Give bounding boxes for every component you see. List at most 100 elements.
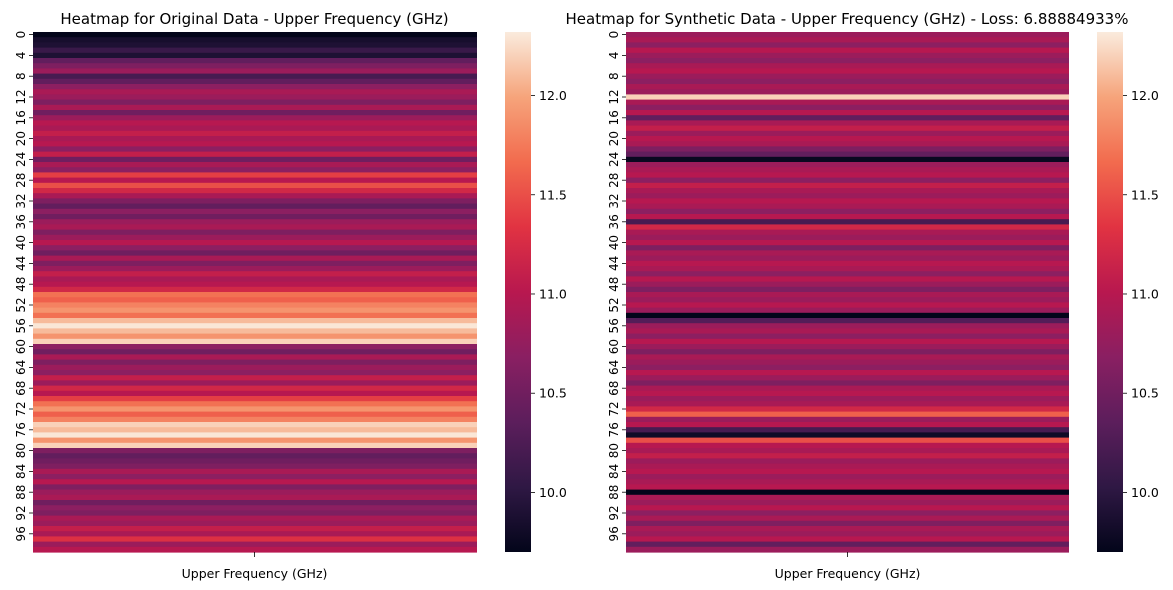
heatmap-cell-row-82 [33,458,477,465]
heatmap-cell-row-31 [33,193,477,199]
row-tick-label: 60 [607,339,621,354]
heatmap-cell-row-61 [33,349,477,355]
colorbar-tick-label: 11.0 [539,286,567,301]
heatmap-cell-row-91 [33,505,477,511]
heatmap-cell-row-55 [33,318,477,324]
heatmap-cell-row-30 [33,188,477,194]
heatmap-cell-row-1 [33,37,477,43]
heatmap-cell-row-42 [33,250,477,257]
heatmap-cell-row-18 [33,125,477,132]
colorbar-tick-label: 10.5 [539,386,567,401]
heatmap-cell-row-51 [626,297,1069,303]
row-tick-label: 0 [607,31,621,39]
heatmap-cell-row-0 [626,32,1069,38]
heatmap-cell-row-85 [626,474,1069,480]
row-tick-label: 80 [14,443,28,458]
heatmap-cell-row-46 [33,271,477,277]
heatmap-cell-row-90 [626,500,1069,506]
heatmap-cell-row-49 [33,286,477,293]
colorbar-tick-label: 11.0 [1131,286,1159,301]
row-tick-label: 48 [14,277,28,292]
heatmap-cell-row-96 [33,531,477,537]
heatmap-cell-row-92 [33,510,477,517]
row-tick-label: 56 [607,318,621,333]
synthetic-colorbar-ticks: 10.0 10.5 11.0 11.5 12.0 [1123,88,1159,500]
row-tick-label: 96 [607,526,621,541]
heatmap-cell-row-16 [626,115,1069,121]
heatmap-cell-row-93 [626,515,1069,522]
heatmap-cell-row-51 [33,297,477,303]
heatmap-cell-row-57 [626,328,1069,335]
heatmap-cell-row-6 [626,63,1069,69]
heatmap-cell-row-22 [626,146,1069,153]
heatmap-cell-row-43 [33,255,477,262]
row-tick-label: 72 [607,401,621,416]
row-tick-label: 28 [14,173,28,188]
row-tick-label: 56 [14,318,28,333]
heatmap-cell-row-44 [626,260,1069,267]
row-tick-label: 88 [14,485,28,500]
row-tick-label: 40 [607,235,621,250]
synthetic-heatmap-xlabel: Upper Frequency (GHz) [775,566,921,581]
heatmap-cell-row-19 [626,130,1069,137]
original-heatmap-row-ticks: 0481216202428323640444852566064687276808… [14,31,33,541]
colorbar-tick-label: 10.5 [1131,386,1159,401]
row-tick-label: 0 [14,31,28,39]
colorbar-tick-label: 12.0 [539,88,567,103]
heatmap-cell-row-41 [33,245,477,251]
row-tick-label: 80 [607,443,621,458]
heatmap-cell-row-84 [626,468,1069,475]
heatmap-cell-row-56 [33,323,477,329]
row-tick-label: 16 [607,110,621,125]
heatmap-cell-row-2 [626,42,1069,49]
original-colorbar-gradient [505,32,531,552]
heatmap-cell-row-23 [626,151,1069,158]
heatmap-cell-row-74 [33,416,477,423]
heatmap-cell-row-63 [626,359,1069,366]
heatmap-cell-row-55 [626,318,1069,324]
heatmap-cell-row-58 [33,333,477,340]
heatmap-cell-row-63 [33,359,477,366]
heatmap-cell-row-32 [626,198,1069,205]
heatmap-cell-row-94 [626,520,1069,527]
original-heatmap-colorbar: 10.0 10.5 11.0 11.5 12.0 [505,32,567,552]
heatmap-cell-row-50 [626,292,1069,298]
heatmap-cell-row-87 [33,484,477,491]
heatmap-cell-row-71 [33,401,477,407]
heatmap-cell-row-13 [626,99,1069,106]
heatmap-cell-row-88 [626,489,1069,496]
heatmap-cell-row-70 [33,396,477,402]
heatmap-cell-row-28 [33,177,477,184]
heatmap-cell-row-93 [33,515,477,522]
heatmap-cell-row-19 [33,130,477,137]
row-tick-label: 20 [14,131,28,146]
heatmap-cell-row-46 [626,271,1069,277]
heatmap-cell-row-92 [626,510,1069,517]
heatmap-cell-row-37 [626,224,1069,231]
heatmap-cell-row-12 [33,94,477,101]
heatmap-cell-row-40 [33,240,477,246]
row-tick-label: 32 [607,193,621,208]
heatmap-cell-row-12 [626,94,1069,101]
heatmap-cell-row-48 [33,281,477,288]
row-tick-label: 4 [14,52,28,60]
heatmap-cell-row-83 [626,463,1069,470]
heatmap-cell-row-69 [626,390,1069,397]
heatmap-cell-row-53 [626,307,1069,314]
heatmap-cell-row-20 [626,136,1069,142]
heatmap-cell-row-86 [33,479,477,485]
row-tick-label: 84 [607,464,621,479]
heatmap-cell-row-47 [33,276,477,283]
synthetic-heatmap-title: Heatmap for Synthetic Data - Upper Frequ… [566,10,1129,28]
heatmap-cell-row-14 [33,104,477,111]
heatmap-cell-row-26 [626,167,1069,173]
row-tick-label: 72 [14,401,28,416]
heatmap-cell-row-57 [33,328,477,335]
heatmap-cell-row-79 [33,442,477,449]
heatmap-cell-row-65 [626,370,1069,376]
heatmap-cell-row-6 [33,63,477,69]
heatmap-cell-row-80 [33,448,477,454]
heatmap-cell-row-94 [33,520,477,527]
heatmap-cell-row-17 [626,120,1069,127]
heatmap-cell-row-3 [33,47,477,54]
